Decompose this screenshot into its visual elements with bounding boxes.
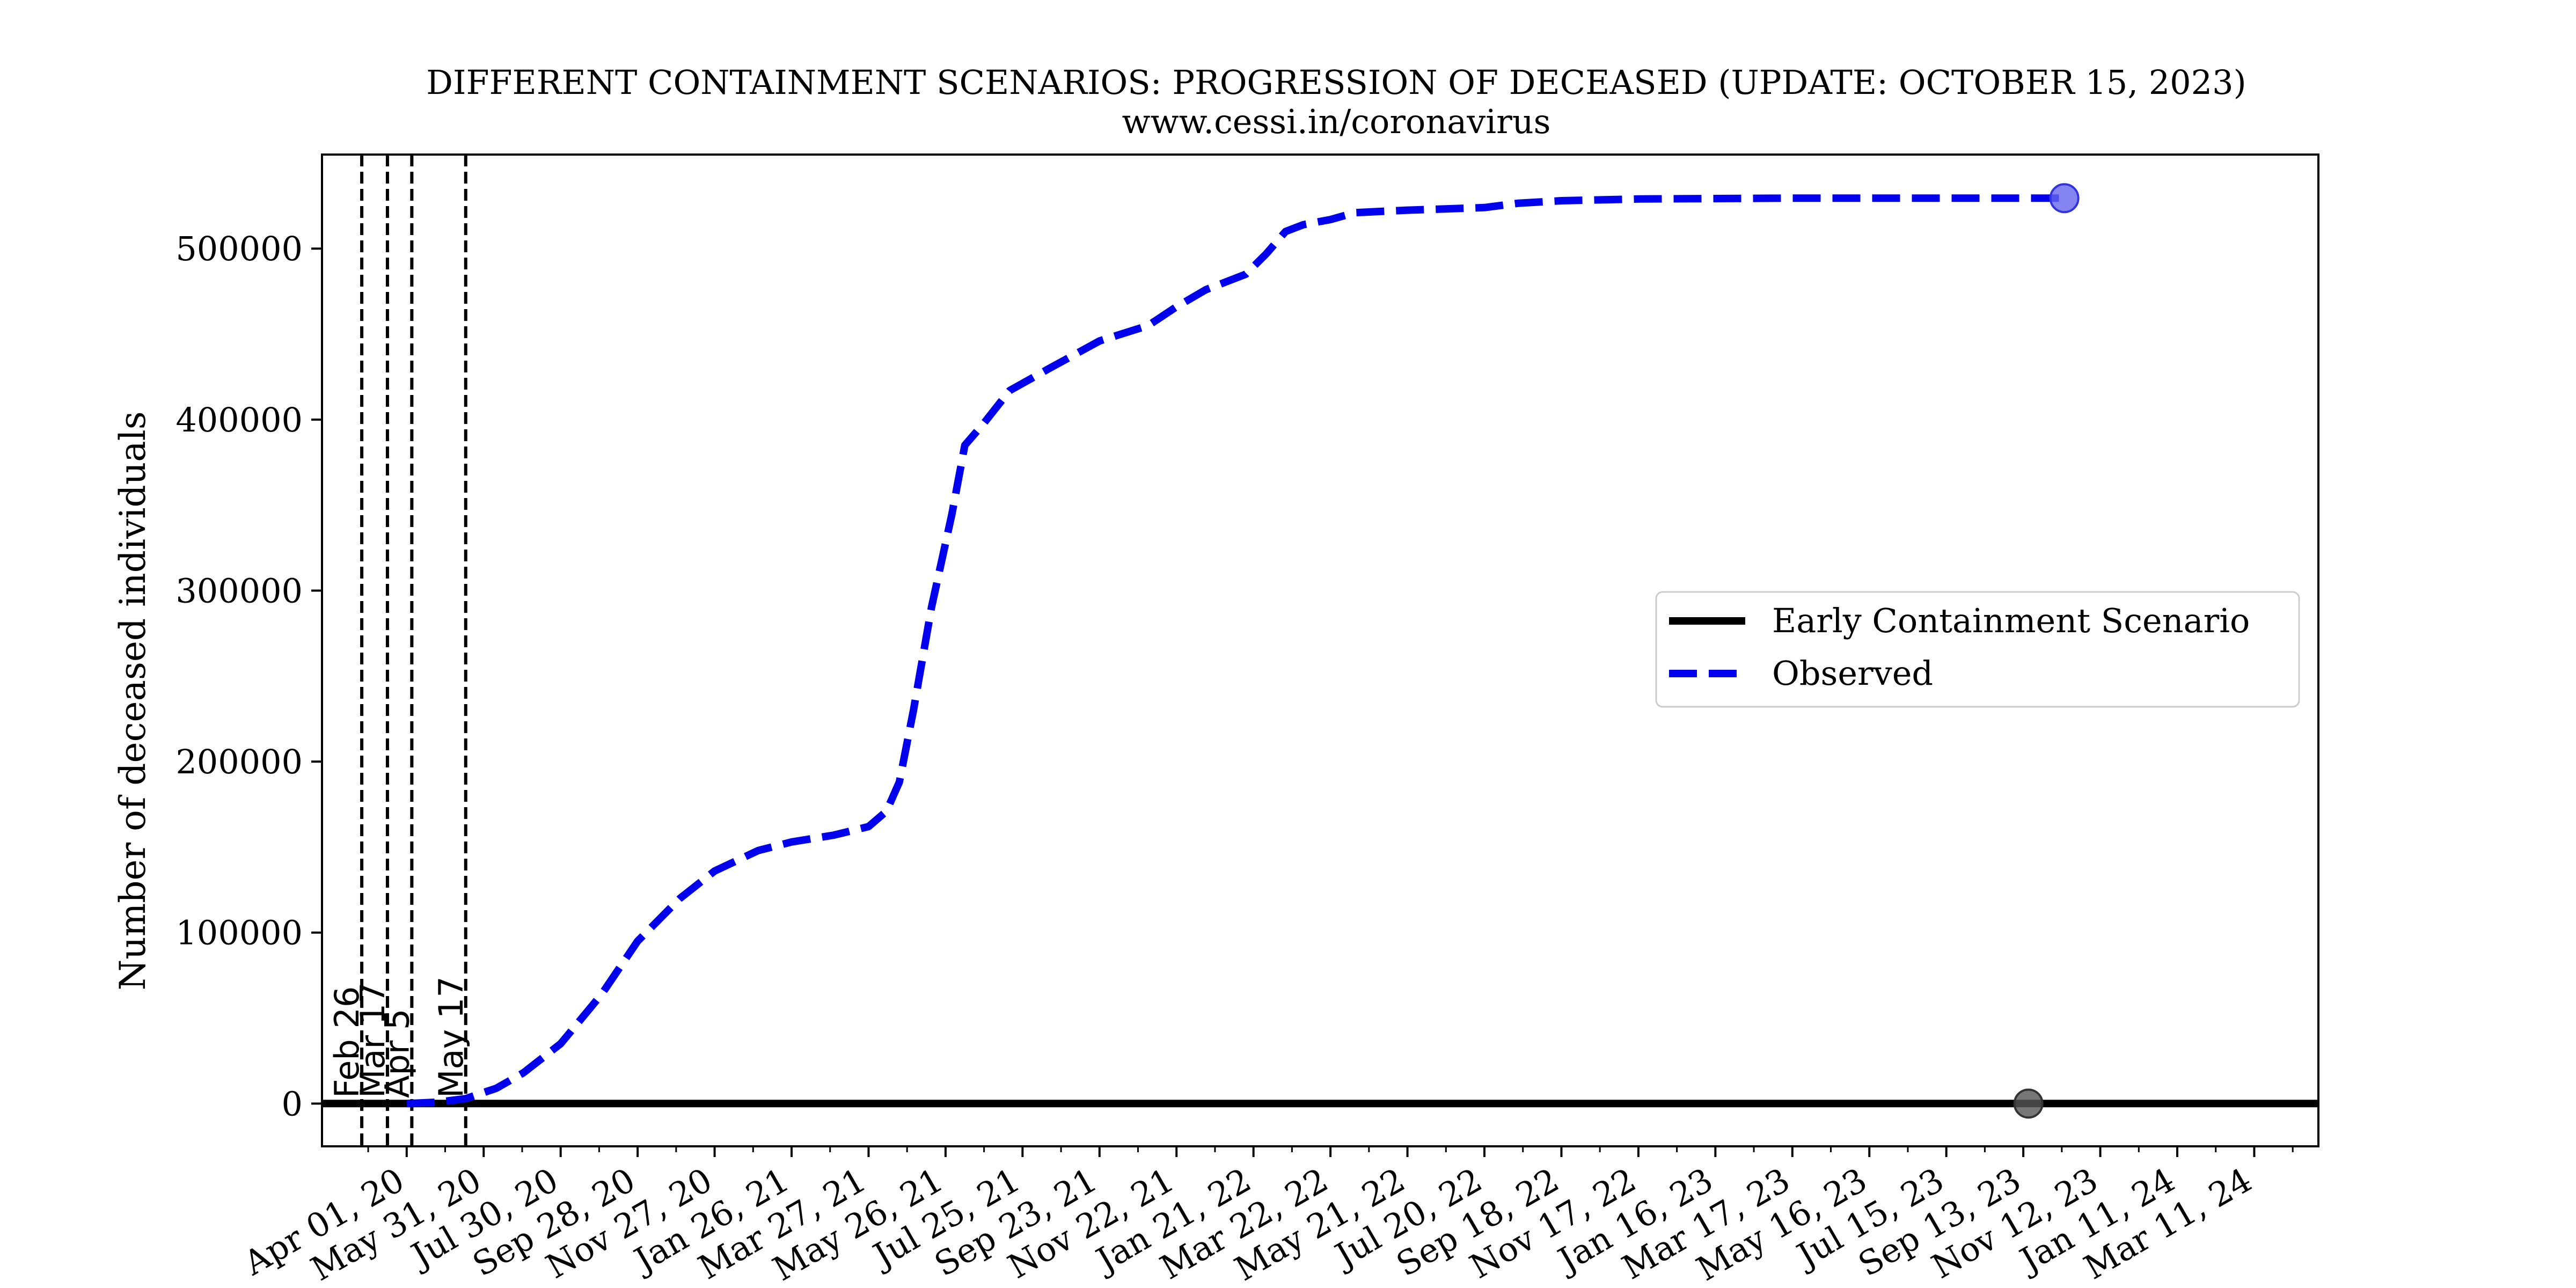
vline-label: Mar 17 xyxy=(353,982,392,1098)
chart-subtitle: www.cessi.in/coronavirus xyxy=(1122,102,1551,141)
series-line xyxy=(406,194,2065,1108)
vline-label: Feb 26 xyxy=(327,986,367,1098)
legend-box xyxy=(1655,591,2300,708)
chart-title: DIFFERENT CONTAINMENT SCENARIOS: PROGRES… xyxy=(426,63,2246,102)
series-end-marker xyxy=(2013,1088,2044,1119)
y-tick-label: 200000 xyxy=(175,742,303,781)
y-tick-label: 400000 xyxy=(175,400,303,440)
y-tick-label: 500000 xyxy=(175,229,303,268)
y-tick-label: 100000 xyxy=(175,913,303,953)
series-layer xyxy=(322,194,2318,1108)
y-axis-label: Number of deceased individuals xyxy=(112,411,153,990)
y-axis-ticks: 0 100000 200000 300000 400000 500000 xyxy=(175,229,322,1123)
y-tick-label: 0 xyxy=(282,1084,303,1123)
vline-label: Apr 5 xyxy=(377,1009,416,1098)
y-tick-label: 300000 xyxy=(175,571,303,610)
series-end-marker xyxy=(2049,183,2080,214)
markers-layer xyxy=(2013,183,2080,1119)
legend-label-early: Early Containment Scenario xyxy=(1772,601,2250,640)
legend: Early Containment Scenario Observed xyxy=(1655,591,2300,708)
legend-label-observed: Observed xyxy=(1772,654,1933,693)
plot-frame xyxy=(321,153,2319,1147)
vline-label: May 17 xyxy=(431,976,471,1098)
